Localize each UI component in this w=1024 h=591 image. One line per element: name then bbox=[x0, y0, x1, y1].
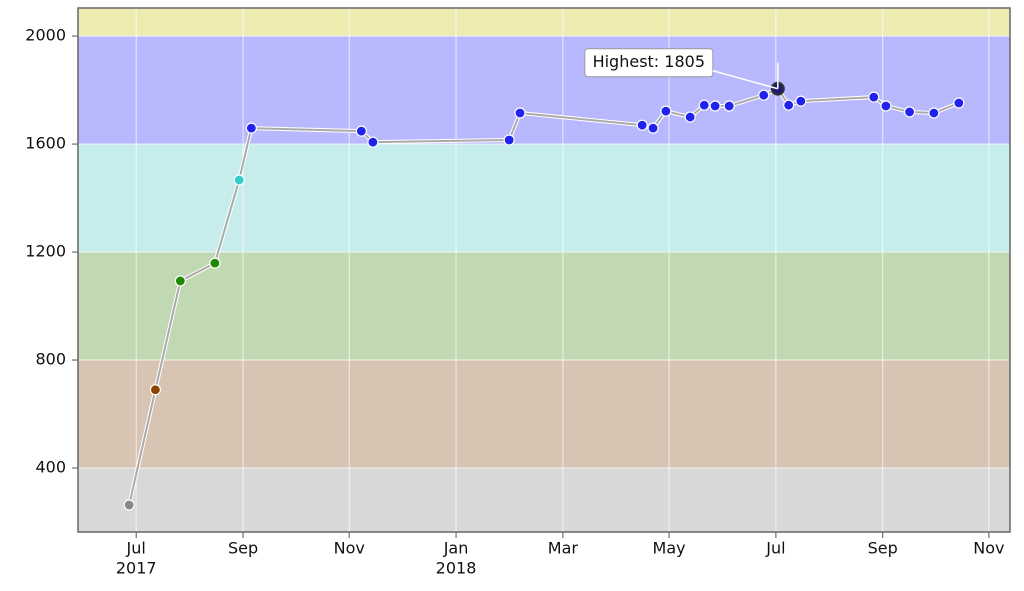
x-tick-label: Sep bbox=[868, 539, 898, 558]
point bbox=[503, 134, 515, 146]
point bbox=[953, 97, 965, 109]
point bbox=[174, 275, 186, 287]
x-tick-label: Sep bbox=[228, 539, 258, 558]
rating-band bbox=[78, 360, 1010, 469]
point bbox=[709, 100, 721, 112]
point bbox=[723, 100, 735, 112]
x-tick-year: 2017 bbox=[116, 559, 157, 578]
point bbox=[245, 122, 257, 134]
x-tick-label: Jan bbox=[443, 539, 469, 558]
point bbox=[795, 95, 807, 107]
point bbox=[660, 105, 672, 117]
x-tick-year: 2018 bbox=[436, 559, 477, 578]
point bbox=[209, 257, 221, 269]
point bbox=[684, 111, 696, 123]
point bbox=[928, 107, 940, 119]
point bbox=[903, 106, 916, 118]
x-tick-label: Jul bbox=[765, 539, 785, 558]
point bbox=[880, 100, 892, 112]
point bbox=[233, 174, 245, 186]
point bbox=[123, 499, 135, 511]
rating-band bbox=[78, 8, 1010, 37]
x-tick-label: Mar bbox=[548, 539, 579, 558]
x-tick-label: Jul bbox=[126, 539, 146, 558]
y-tick-label: 1200 bbox=[25, 242, 66, 261]
line bbox=[128, 87, 960, 506]
annotation-box bbox=[584, 48, 714, 78]
x-tick-label: May bbox=[653, 539, 686, 558]
annotation-leader bbox=[712, 69, 778, 90]
x-tick-label: Nov bbox=[334, 539, 365, 558]
y-tick-label: 2000 bbox=[25, 26, 66, 45]
point bbox=[647, 122, 659, 134]
point bbox=[868, 91, 880, 103]
y-tick-label: 1600 bbox=[25, 134, 66, 153]
rating-band bbox=[78, 252, 1010, 361]
annotation: Highest: 1805 bbox=[593, 52, 705, 71]
y-tick-label: 400 bbox=[35, 458, 66, 477]
point bbox=[149, 384, 162, 396]
point bbox=[783, 99, 795, 111]
point bbox=[514, 107, 526, 119]
point bbox=[758, 89, 770, 101]
point bbox=[355, 125, 367, 137]
rating-band bbox=[78, 468, 1010, 532]
rating-band bbox=[78, 36, 1010, 145]
point bbox=[636, 119, 648, 131]
plot-frame bbox=[77, 7, 1011, 533]
point bbox=[367, 136, 379, 148]
point bbox=[698, 99, 710, 111]
rating-band bbox=[78, 144, 1010, 253]
y-tick-label: 800 bbox=[35, 350, 66, 369]
x-tick-label: Nov bbox=[973, 539, 1004, 558]
